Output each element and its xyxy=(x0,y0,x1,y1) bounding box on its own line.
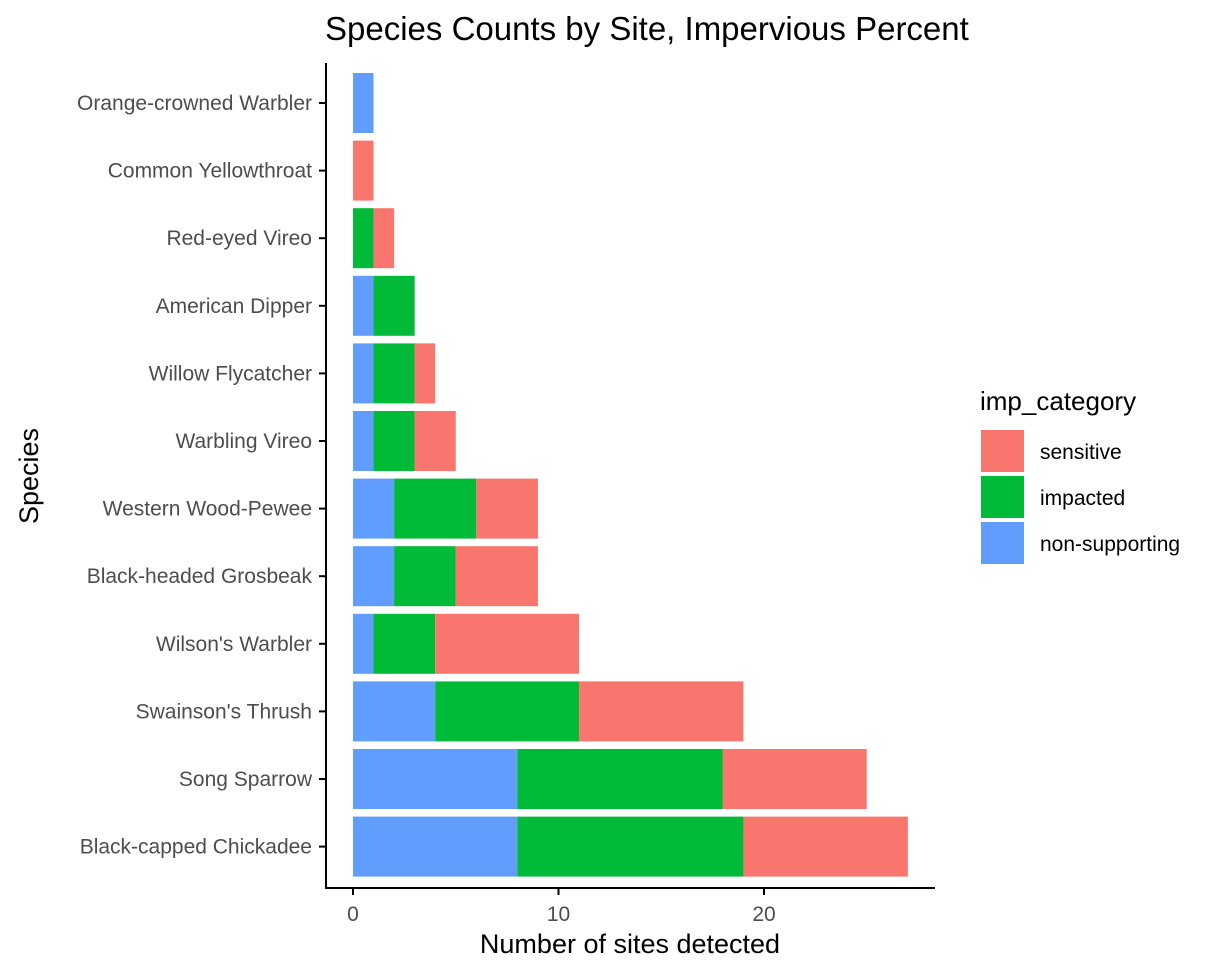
bar-swainson-s-thrush-impacted xyxy=(435,681,580,742)
bar-black-capped-chickadee-non-supporting xyxy=(353,816,518,877)
x-axis-ticks: 0 10 20 xyxy=(347,888,776,926)
y-tick-label: American Dipper xyxy=(156,295,312,318)
bar-common-yellowthroat-sensitive xyxy=(353,140,374,201)
bar-american-dipper-impacted xyxy=(373,275,415,336)
legend: imp_category sensitive impacted non-suppor… xyxy=(980,386,1180,564)
x-axis-title: Number of sites detected xyxy=(480,929,780,959)
bar-western-wood-pewee-non-supporting xyxy=(353,478,395,539)
bar-swainson-s-thrush-non-supporting xyxy=(353,681,436,742)
bar-red-eyed-vireo-sensitive xyxy=(373,208,395,269)
bar-swainson-s-thrush-sensitive xyxy=(579,681,744,742)
x-tick-label: 0 xyxy=(347,903,359,926)
bars-layer xyxy=(353,73,908,877)
chart-title: Species Counts by Site, Impervious Perce… xyxy=(325,10,969,47)
bar-black-capped-chickadee-sensitive xyxy=(743,816,908,877)
y-tick-label: Red-eyed Vireo xyxy=(166,227,312,250)
bar-willow-flycatcher-sensitive xyxy=(414,343,436,404)
bar-willow-flycatcher-non-supporting xyxy=(353,343,374,404)
x-tick-label: 20 xyxy=(752,903,775,926)
bar-willow-flycatcher-impacted xyxy=(373,343,415,404)
legend-key-non-supporting xyxy=(981,522,1024,564)
legend-key-sensitive xyxy=(981,430,1024,472)
y-tick-label: Black-headed Grosbeak xyxy=(87,565,313,588)
bar-american-dipper-non-supporting xyxy=(353,275,374,336)
y-tick-label: Black-capped Chickadee xyxy=(80,836,312,859)
bar-warbling-vireo-impacted xyxy=(373,411,415,471)
y-tick-label: Willow Flycatcher xyxy=(149,362,312,385)
y-tick-label: Song Sparrow xyxy=(179,768,313,791)
y-tick-label: Common Yellowthroat xyxy=(108,160,312,183)
legend-label-sensitive: sensitive xyxy=(1040,441,1122,464)
bar-black-headed-grosbeak-non-supporting xyxy=(353,546,395,607)
bar-orange-crowned-warbler-non-supporting xyxy=(353,73,374,133)
bar-warbling-vireo-non-supporting xyxy=(353,411,374,471)
bar-red-eyed-vireo-impacted xyxy=(353,208,374,269)
bar-song-sparrow-impacted xyxy=(517,749,723,809)
bar-black-capped-chickadee-impacted xyxy=(517,816,744,877)
bar-wilson-s-warbler-non-supporting xyxy=(353,613,374,674)
y-axis-ticks: Orange-crowned Warbler Common Yellowthroa… xyxy=(77,92,326,859)
bar-song-sparrow-sensitive xyxy=(722,749,867,809)
y-axis-title: Species xyxy=(14,428,44,524)
bar-western-wood-pewee-impacted xyxy=(394,478,477,539)
bar-warbling-vireo-sensitive xyxy=(414,411,456,471)
bar-western-wood-pewee-sensitive xyxy=(476,478,538,539)
legend-label-impacted: impacted xyxy=(1040,487,1125,510)
y-tick-label: Warbling Vireo xyxy=(175,430,312,453)
y-tick-label: Western Wood-Pewee xyxy=(103,498,312,521)
legend-title: imp_category xyxy=(980,386,1136,416)
x-tick-label: 10 xyxy=(547,903,570,926)
bar-black-headed-grosbeak-impacted xyxy=(394,546,456,607)
y-tick-label: Orange-crowned Warbler xyxy=(77,92,312,115)
bar-wilson-s-warbler-sensitive xyxy=(435,613,580,674)
bar-wilson-s-warbler-impacted xyxy=(373,613,436,674)
y-tick-label: Wilson's Warbler xyxy=(156,633,312,656)
y-tick-label: Swainson's Thrush xyxy=(136,700,312,723)
bar-black-headed-grosbeak-sensitive xyxy=(455,546,538,607)
bar-song-sparrow-non-supporting xyxy=(353,749,518,809)
legend-label-non-supporting: non-supporting xyxy=(1040,533,1180,556)
legend-key-impacted xyxy=(981,476,1024,518)
